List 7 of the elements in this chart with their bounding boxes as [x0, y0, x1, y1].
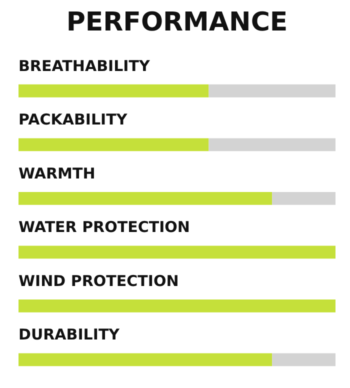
y-tick-label: WIND PROTECTION	[18, 272, 179, 290]
y-tick-label: PACKABILITY	[18, 110, 128, 129]
y-tick-label: BREATHABILITY	[18, 56, 151, 75]
chart-title: PERFORMANCE	[66, 8, 288, 38]
y-tick-label: WARMTH	[18, 164, 96, 182]
y-tick-label: WATER PROTECTION	[18, 218, 190, 236]
y-tick-label: DURABILITY	[18, 326, 121, 344]
